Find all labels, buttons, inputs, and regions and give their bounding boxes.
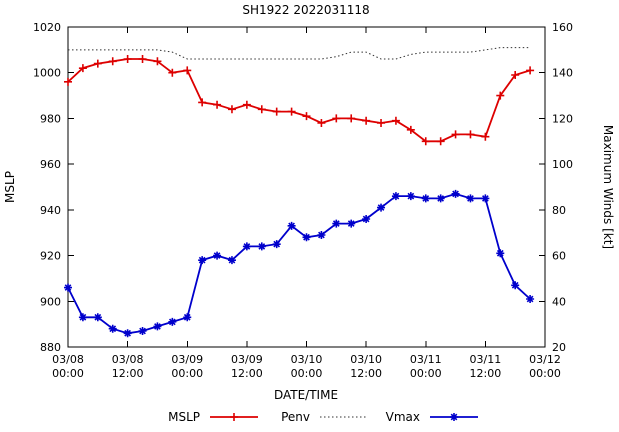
x-tick-time: 00:00 (52, 367, 84, 380)
y-axis-label-left: MSLP (3, 171, 17, 203)
x-tick-time: 12:00 (350, 367, 382, 380)
y-left-tick-label: 1020 (33, 21, 61, 34)
y-axis-label-right: Maximum Winds [kt] (601, 125, 615, 249)
x-tick-date: 03/11 (410, 353, 442, 366)
y-left-tick-label: 920 (40, 250, 61, 263)
x-tick-time: 12:00 (470, 367, 502, 380)
x-tick-time: 00:00 (291, 367, 323, 380)
legend-marker-sample (450, 413, 458, 421)
plot-frame (67, 26, 546, 348)
y-right-tick-label: 60 (552, 250, 566, 263)
chart-legend: MSLP Penv Vmax (168, 410, 478, 424)
x-tick-time: 00:00 (410, 367, 442, 380)
y-left-tick-label: 900 (40, 295, 61, 308)
data-series (64, 47, 535, 338)
x-tick-date: 03/09 (171, 353, 203, 366)
legend-item-vmax: Vmax (386, 410, 478, 424)
series-line (67, 58, 531, 143)
series-markers (64, 55, 535, 146)
x-tick-date: 03/12 (529, 353, 561, 366)
y-left-tick-label: 940 (40, 204, 61, 217)
series-mslp (64, 55, 535, 146)
x-tick-date: 03/10 (291, 353, 323, 366)
x-axis-label: DATE/TIME (274, 388, 338, 402)
x-tick-time: 12:00 (112, 367, 144, 380)
legend-label: Penv (281, 410, 310, 424)
x-tick-date: 03/10 (350, 353, 382, 366)
series-line (68, 47, 531, 60)
series-markers (64, 189, 535, 338)
y-left-tick-label: 1000 (33, 67, 61, 80)
series-vmax (64, 189, 535, 338)
series-penv (68, 47, 531, 60)
legend-label: MSLP (168, 410, 200, 424)
legend-marker-sample (230, 413, 238, 421)
legend-item-penv: Penv (281, 410, 368, 424)
x-tick-date: 03/08 (52, 353, 84, 366)
y-left-tick-label: 980 (40, 112, 61, 125)
y-right-tick-label: 140 (552, 67, 573, 80)
series-line (67, 192, 531, 335)
x-tick-time: 00:00 (529, 367, 561, 380)
plot-border (67, 26, 546, 348)
x-tick-time: 00:00 (171, 367, 203, 380)
y-right-tick-label: 100 (552, 158, 573, 171)
y-right-tick-label: 80 (552, 204, 566, 217)
y-right-tick-label: 40 (552, 295, 566, 308)
x-tick-date: 03/11 (470, 353, 502, 366)
x-tick-time: 12:00 (231, 367, 263, 380)
axis-ticks: 880 900 920 940 960 980 1000 1020 20 40 60 80 100 120… (33, 21, 573, 380)
y-right-tick-label: 20 (552, 341, 566, 354)
x-tick-date: 03/09 (231, 353, 263, 366)
legend-item-mslp: MSLP (168, 410, 258, 424)
y-left-tick-label: 880 (40, 341, 61, 354)
chart-title: SH1922 2022031118 (242, 3, 369, 17)
y-right-tick-label: 160 (552, 21, 573, 34)
x-tick-date: 03/08 (112, 353, 144, 366)
legend-label: Vmax (386, 410, 420, 424)
y-right-tick-label: 120 (552, 112, 573, 125)
y-left-tick-label: 960 (40, 158, 61, 171)
